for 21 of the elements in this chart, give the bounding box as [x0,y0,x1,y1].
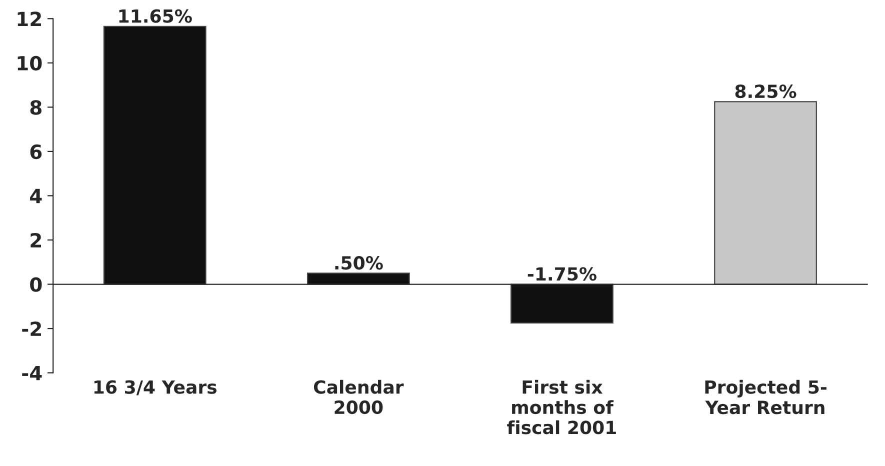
y-tick-label: 10 [18,56,42,71]
y-tick-label: 8 [30,100,42,115]
bar [714,101,817,285]
x-tick-label: First six months of fiscal 2001 [507,380,616,434]
x-tick-label: Projected 5- Year Return [705,380,826,414]
x-tick-label: Calendar 2000 [314,380,404,414]
y-tick-label: 12 [18,12,41,26]
y-tick-label: 4 [30,188,42,204]
y-tick-label: 6 [30,144,42,160]
y-tick-label: 0 [30,277,42,292]
y-tick-label: -2 [22,321,41,336]
x-tick-label: 16 3/4 Years [94,380,216,396]
y-tick-label: 2 [30,232,41,248]
data-label: 11.65% [119,9,192,23]
data-label: 8.25% [735,84,796,98]
y-tick-label: -4 [22,366,42,380]
bar [103,26,206,285]
data-label: .50% [335,256,383,270]
data-label: -1.75% [528,267,596,281]
bar [306,272,410,285]
bar [510,284,614,324]
